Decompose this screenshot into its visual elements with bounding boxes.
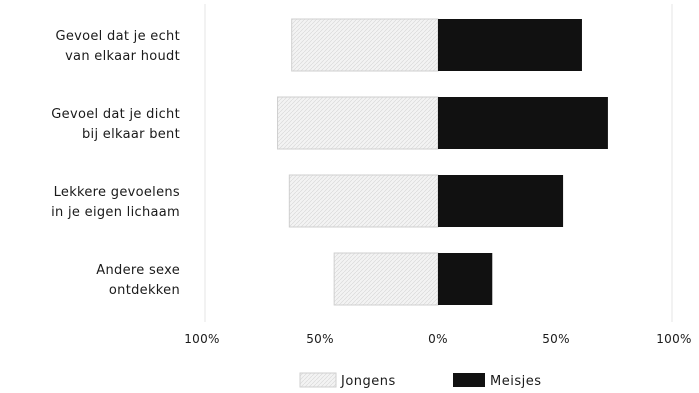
legend-swatch-meisjes [453,373,485,387]
category-labels: Gevoel dat je echt van elkaar houdt Gevoel… [51,29,180,298]
x-tick-label-4: 50% [542,332,570,346]
bar-meisjes-2 [438,97,608,149]
plot-frame [204,4,673,322]
bar-jongens-2 [277,96,439,150]
legend: Jongens Meisjes [299,372,541,389]
x-tick-label-5: 100% [656,332,692,346]
bar-meisjes-1 [438,19,582,71]
category-label-4-line-1: Andere sexe [96,263,180,278]
category-label-3-line-2: in je eigen lichaam [51,205,180,220]
legend-swatch-jongens [299,372,337,388]
category-label-2-line-1: Gevoel dat je dicht [51,107,180,122]
legend-label-jongens: Jongens [340,374,396,389]
bar-jongens-4 [333,252,439,306]
legend-label-meisjes: Meisjes [490,374,541,389]
bar-meisjes-3 [438,175,564,227]
x-tick-label-2: 50% [306,332,334,346]
x-axis-tick-labels: 100% 50% 0% 50% 100% [184,332,692,346]
bar-jongens-3 [288,174,439,228]
bars-group [277,18,608,306]
category-label-4-line-2: ontdekken [109,283,180,298]
category-label-2-line-2: bij elkaar bent [82,127,180,142]
bar-meisjes-4 [438,253,493,305]
category-label-3-line-1: Lekkere gevoelens [54,185,180,200]
x-tick-label-1: 100% [184,332,220,346]
category-label-1-line-2: van elkaar houdt [65,49,180,64]
x-tick-label-3: 0% [428,332,448,346]
category-label-1-line-1: Gevoel dat je echt [55,29,180,44]
bar-jongens-1 [291,18,439,72]
